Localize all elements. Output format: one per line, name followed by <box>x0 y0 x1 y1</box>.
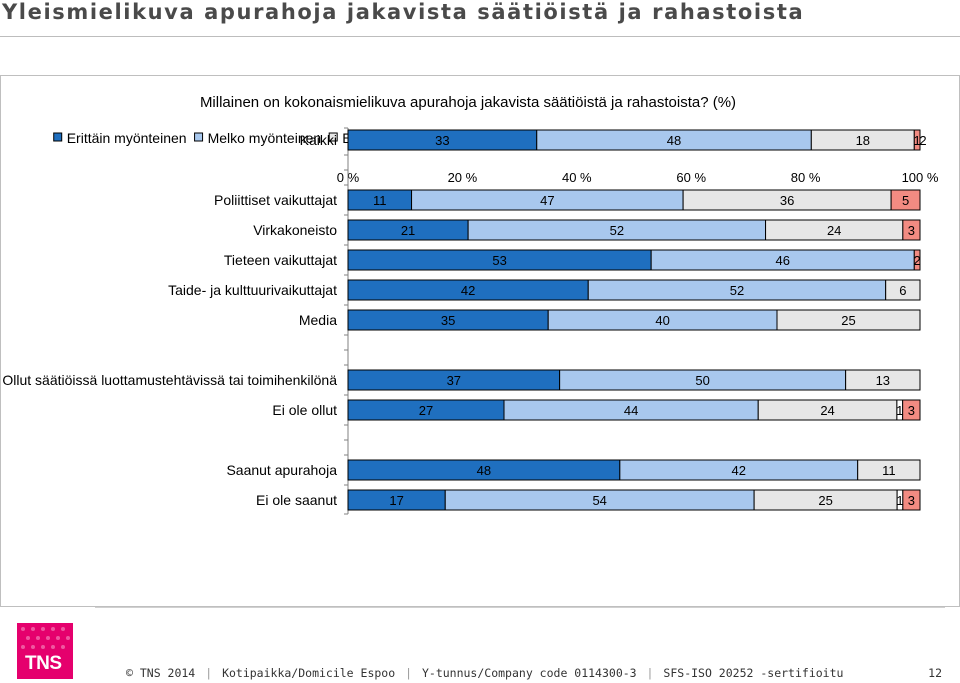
category-label-2: Virkakoneisto <box>253 222 337 238</box>
legend-swatch-0 <box>53 132 63 142</box>
bar-value-label: 35 <box>441 313 455 328</box>
x-tick-label-5: 100 % <box>902 170 939 185</box>
chart-panel: Millainen on kokonaismielikuva apurahoja… <box>0 75 960 607</box>
category-label-9: Ei ole saanut <box>256 492 337 508</box>
category-label-4: Taide- ja kulttuurivaikuttajat <box>168 282 337 298</box>
bar-segment <box>885 279 921 301</box>
bar-value-label: 5 <box>902 193 909 208</box>
category-label-1: Poliittiset vaikuttajat <box>214 192 337 208</box>
category-label-0: Kaikki <box>300 132 337 148</box>
bar-value-label: 42 <box>732 463 746 478</box>
logo-text: TNS <box>25 653 62 674</box>
page-number: 12 <box>928 666 942 680</box>
bar-value-label: 48 <box>477 463 491 478</box>
footer-text: © TNS 2014 | Kotipaikka/Domicile Espoo |… <box>126 666 843 680</box>
legend-label-0: Erittäin myönteinen <box>67 130 187 146</box>
bar-value-label: 25 <box>841 313 855 328</box>
bar-value-label: 36 <box>780 193 794 208</box>
category-label-6: Ollut säätiöissä luottamustehtävissä tai… <box>2 372 337 388</box>
bar-value-label: 1 <box>896 403 903 418</box>
bar-value-label: 40 <box>655 313 669 328</box>
page-title: Yleismielikuva apurahoja jakavista sääti… <box>2 0 805 24</box>
copyright-text: © TNS 2014 <box>126 666 196 680</box>
bar-value-label: 44 <box>624 403 638 418</box>
legend-label-1: Melko myönteinen <box>208 130 322 146</box>
bar-value-label: 54 <box>592 493 606 508</box>
domicile-text: Kotipaikka/Domicile Espoo <box>222 666 396 680</box>
chart-title: Millainen on kokonaismielikuva apurahoja… <box>200 94 736 111</box>
footer-divider <box>95 607 945 608</box>
bar-value-label: 13 <box>876 373 890 388</box>
bar-value-label: 53 <box>492 253 506 268</box>
bar-value-label: 24 <box>827 223 841 238</box>
bar-value-label: 3 <box>908 223 915 238</box>
x-tick-label-3: 60 % <box>676 170 706 185</box>
x-tick-label-2: 40 % <box>562 170 592 185</box>
bar-value-label: 11 <box>373 193 387 208</box>
bar-value-label: 52 <box>730 283 744 298</box>
bar-value-label: 33 <box>435 133 449 148</box>
bar-value-label: 25 <box>818 493 832 508</box>
bar-value-label: 50 <box>695 373 709 388</box>
x-tick-label-4: 80 % <box>791 170 821 185</box>
bar-value-label: 18 <box>856 133 870 148</box>
legend-swatch-1 <box>194 132 204 142</box>
footer-separator: | <box>205 666 213 680</box>
x-tick-label-1: 20 % <box>448 170 478 185</box>
category-label-8: Saanut apurahoja <box>226 462 337 478</box>
category-label-7: Ei ole ollut <box>272 402 337 418</box>
category-label-3: Tieteen vaikuttajat <box>224 252 337 268</box>
bar-value-label: 17 <box>389 493 403 508</box>
bar-segment <box>902 399 921 421</box>
bar-value-label: 3 <box>908 493 915 508</box>
logo-dot-pattern <box>21 627 70 649</box>
bar-value-label: 1 <box>914 133 921 148</box>
certification-text: SFS-ISO 20252 -sertifioitu <box>663 666 844 680</box>
bar-value-label: 24 <box>820 403 834 418</box>
bar-segment <box>902 489 921 511</box>
bar-value-label: 46 <box>775 253 789 268</box>
bar-value-label: 52 <box>610 223 624 238</box>
footer-separator: | <box>646 666 654 680</box>
bar-value-label: 11 <box>882 463 896 478</box>
bar-value-label: 1 <box>896 493 903 508</box>
bar-value-label: 37 <box>447 373 461 388</box>
bar-segment <box>776 309 921 331</box>
bar-value-label: 27 <box>419 403 433 418</box>
bar-value-label: 47 <box>540 193 554 208</box>
stacked-bar-chart: Millainen on kokonaismielikuva apurahoja… <box>2 94 939 515</box>
title-divider <box>0 36 960 37</box>
bar-segment <box>890 189 921 211</box>
bar-value-label: 2 <box>919 133 926 148</box>
tns-logo: TNS <box>17 623 73 679</box>
legend-swatch-2 <box>328 132 338 142</box>
company-code-text: Y-tunnus/Company code 0114300-3 <box>421 666 637 680</box>
bar-segment <box>857 459 921 481</box>
bar-value-label: 3 <box>908 403 915 418</box>
category-label-5: Media <box>299 312 337 328</box>
bar-value-label: 2 <box>914 253 921 268</box>
footer-separator: | <box>405 666 413 680</box>
bar-segment <box>913 129 921 151</box>
bar-value-label: 48 <box>667 133 681 148</box>
bar-value-label: 21 <box>401 223 415 238</box>
bar-segment <box>902 219 921 241</box>
bar-value-label: 6 <box>899 283 906 298</box>
bar-segment <box>845 369 921 391</box>
bar-segment <box>913 249 921 271</box>
bar-value-label: 42 <box>461 283 475 298</box>
